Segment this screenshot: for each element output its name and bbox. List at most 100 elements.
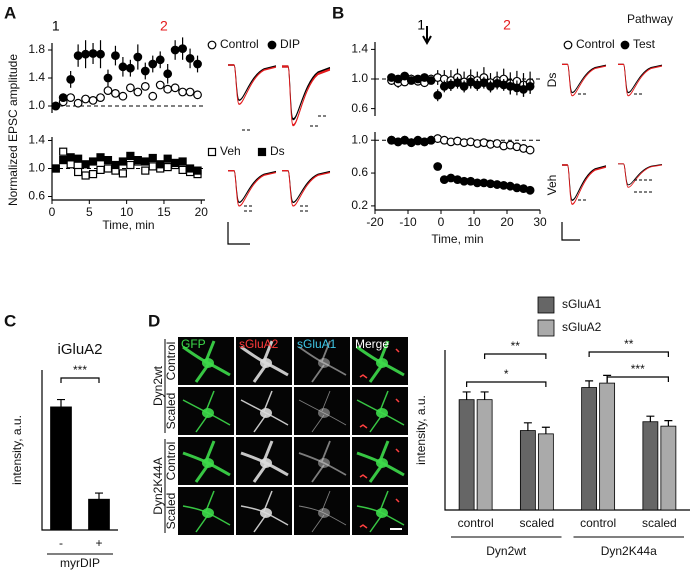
y-tick-label: 0.6 <box>28 189 45 203</box>
marker <box>163 69 173 79</box>
merge-overlay <box>359 498 400 529</box>
marker <box>74 167 83 177</box>
marker <box>111 160 120 170</box>
legend-label: Ds <box>270 144 285 158</box>
error-bar <box>523 422 532 431</box>
group-label: Dyn2K44A <box>151 457 165 514</box>
panel-label: C <box>4 311 16 330</box>
marker <box>103 164 113 173</box>
soma <box>202 408 214 418</box>
y-tick-label: 0.2 <box>351 198 368 212</box>
x-tick-label: scaled <box>642 516 677 530</box>
significance-bracket <box>484 353 547 359</box>
significance-label: ** <box>624 337 634 351</box>
group-label: Dyn2K44a <box>601 544 657 558</box>
soma <box>376 358 388 368</box>
legend-label: sGluA2 <box>562 320 602 334</box>
y-tick-label: 1.8 <box>28 42 45 56</box>
row-label: Control <box>164 342 178 381</box>
y-tick-label: 0.6 <box>351 101 368 115</box>
annotation: 2 <box>503 17 511 33</box>
soma <box>202 458 214 468</box>
marker <box>118 91 128 101</box>
marker <box>479 78 489 88</box>
marker <box>141 166 150 175</box>
marker <box>459 81 469 91</box>
side-label: Veh <box>545 175 559 196</box>
marker <box>81 160 90 169</box>
soma <box>260 408 272 418</box>
marker <box>193 166 202 175</box>
marker <box>148 59 158 69</box>
marker <box>178 87 188 97</box>
marker <box>103 156 113 165</box>
marker <box>426 76 436 85</box>
marker <box>257 147 267 157</box>
bar <box>476 399 493 511</box>
y-tick-label: 1.4 <box>28 133 45 147</box>
marker <box>125 83 135 93</box>
soma <box>376 408 388 418</box>
soma <box>318 408 330 418</box>
legend-swatch <box>537 296 555 314</box>
marker <box>96 165 105 174</box>
marker <box>96 153 105 162</box>
marker <box>193 90 202 100</box>
x-tick-label: 5 <box>86 205 93 219</box>
bar <box>519 430 536 511</box>
panel-label: D <box>148 311 160 330</box>
y-tick-label: 1.0 <box>28 98 45 112</box>
soma <box>202 358 214 368</box>
y-tick-label: 1.0 <box>351 71 368 85</box>
marker <box>125 63 135 73</box>
soma <box>318 458 330 468</box>
x-tick-label: 20 <box>195 205 209 219</box>
y-tick-label: 1.4 <box>28 70 45 84</box>
error-bar <box>585 380 594 388</box>
legend-title: Pathway <box>627 12 673 26</box>
y-tick-label: 1.4 <box>351 42 368 56</box>
marker <box>171 158 180 167</box>
bar <box>581 387 598 511</box>
marker <box>620 40 630 50</box>
marker <box>525 81 535 91</box>
x-tick-label: control <box>580 516 616 530</box>
y-axis-label: Normalized EPSC amplitude <box>6 54 20 206</box>
legend-label: sGluA1 <box>562 297 602 311</box>
row-label: Scaled <box>164 493 178 530</box>
marker <box>433 162 443 171</box>
y-axis-label: intensity, a.u. <box>10 415 24 485</box>
x-tick-label: 20 <box>500 215 514 229</box>
marker <box>453 78 462 88</box>
column-label: sGluA1 <box>297 337 337 351</box>
significance-bracket <box>466 381 547 387</box>
marker <box>103 73 113 83</box>
y-axis-label: intensity, a.u. <box>414 395 428 465</box>
bar <box>458 399 475 511</box>
bar <box>537 433 554 511</box>
significance-label: * <box>504 367 509 381</box>
marker <box>88 157 98 166</box>
marker <box>73 98 83 108</box>
bar <box>599 382 616 511</box>
marker <box>155 80 165 90</box>
x-tick-label: -20 <box>366 215 384 229</box>
error-bar <box>646 415 655 422</box>
legend-label: DIP <box>280 37 300 51</box>
panel-label: B <box>332 3 344 22</box>
marker <box>163 154 172 163</box>
marker <box>51 101 61 111</box>
annotation: 1 <box>417 17 425 33</box>
soma <box>376 508 388 518</box>
marker <box>111 51 120 60</box>
marker <box>58 93 68 102</box>
x-tick-label: -10 <box>399 215 417 229</box>
y-tick-label: 1.0 <box>351 132 368 146</box>
merge-overlay <box>359 448 400 479</box>
significance-bracket <box>606 376 669 382</box>
marker <box>133 52 143 62</box>
error-bar <box>95 492 103 500</box>
legend-label: Test <box>633 37 656 51</box>
marker <box>148 153 157 163</box>
